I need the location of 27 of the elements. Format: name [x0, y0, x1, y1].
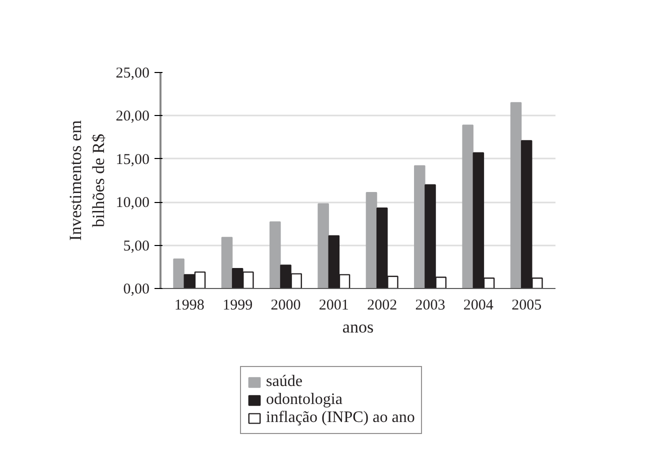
bar — [462, 124, 474, 288]
x-tick-label: 1998 — [174, 298, 204, 314]
y-tick-label: 20,00 — [116, 108, 150, 125]
bar — [221, 236, 233, 288]
x-tick-label: 1999 — [222, 298, 253, 314]
y-tick-label: 0,00 — [123, 282, 150, 298]
bar — [414, 165, 426, 288]
y-axis-title: Investimentos em bilhões de R$ — [66, 120, 108, 241]
x-axis-title: anos — [342, 318, 374, 336]
x-tick-label: 2001 — [318, 298, 349, 314]
x-tick-label: 2000 — [270, 298, 301, 314]
y-tick-label: 5,00 — [123, 238, 150, 254]
bar — [318, 203, 329, 288]
y-tick-label: 10,00 — [116, 195, 150, 212]
bar — [366, 192, 378, 288]
legend-label: odontologia — [266, 391, 342, 409]
legend-label: inflação (INPC) ao ano — [266, 409, 415, 427]
x-tick-label: 2003 — [415, 298, 446, 314]
x-tick-label: 2004 — [463, 298, 494, 314]
legend-label: saúde — [266, 373, 302, 391]
bar — [510, 102, 522, 288]
x-tick-label: 2005 — [512, 298, 542, 314]
x-tick-label: 2002 — [367, 298, 398, 314]
y-tick-label: 15,00 — [116, 152, 150, 168]
bar — [270, 221, 281, 288]
y-tick-label: 25,00 — [116, 66, 150, 82]
bar — [173, 258, 184, 288]
